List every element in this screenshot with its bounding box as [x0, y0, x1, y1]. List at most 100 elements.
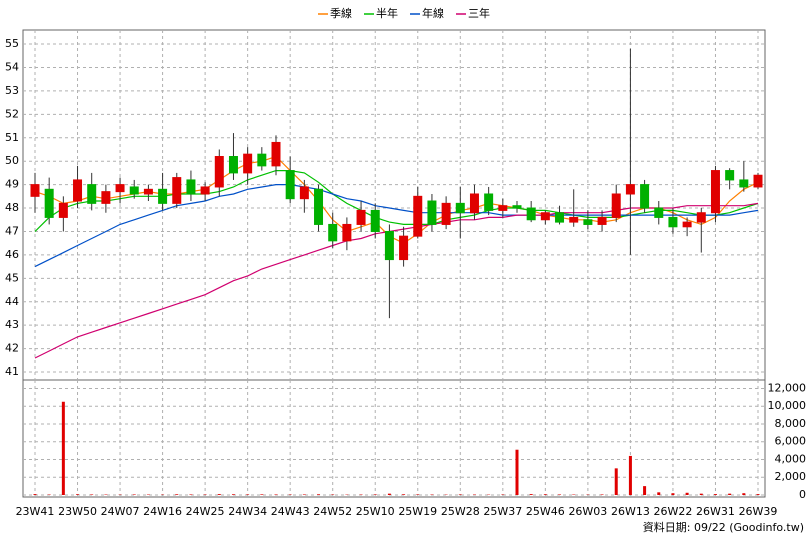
y-tick-label: 51: [5, 131, 19, 144]
volume-bar: [600, 494, 604, 495]
x-tick-label: 24W43: [271, 505, 310, 518]
x-tick-label: 23W41: [16, 505, 55, 518]
candle-body: [455, 202, 465, 214]
x-tick-label: 24W52: [313, 505, 352, 518]
candle-body: [540, 212, 550, 221]
volume-bar: [614, 468, 618, 495]
volume-bar: [175, 494, 179, 495]
candle-body: [271, 141, 281, 167]
volume-bar: [713, 494, 717, 495]
ma-line: [34, 170, 759, 232]
y2-tick-label: 6,000: [775, 435, 807, 448]
y2-tick-label: 2,000: [775, 470, 807, 483]
y-tick-label: 48: [5, 201, 19, 214]
volume-bar: [260, 494, 264, 495]
volume-bar: [373, 494, 377, 495]
candle-body: [44, 188, 54, 218]
volume-bar: [558, 494, 562, 495]
y-tick-label: 46: [5, 248, 19, 261]
x-tick-label: 24W16: [143, 505, 182, 518]
volume-bar: [416, 494, 420, 495]
candle-body: [611, 193, 621, 218]
ma-line: [34, 155, 759, 244]
volume-bar: [246, 494, 250, 495]
volume-bar: [302, 494, 306, 495]
volume-bar: [132, 494, 136, 495]
y-tick-label: 50: [5, 154, 19, 167]
y2-tick-label: 4,000: [775, 452, 807, 465]
candle-body: [682, 221, 692, 228]
candle-body: [469, 193, 479, 214]
candle-body: [200, 186, 210, 195]
candle-body: [654, 207, 664, 218]
candle-body: [30, 184, 40, 197]
price-panel: [22, 29, 766, 381]
candle-body: [512, 205, 522, 209]
volume-bar: [402, 494, 406, 495]
legend-label: 半年: [376, 6, 398, 20]
candle-body: [625, 184, 635, 195]
candle-body: [186, 179, 196, 195]
x-tick-label: 25W28: [441, 505, 480, 518]
candle-body: [484, 193, 494, 211]
volume-bar: [317, 494, 321, 495]
y-tick-label: 49: [5, 178, 19, 191]
candle-body: [753, 174, 763, 188]
volume-bar: [387, 493, 391, 495]
volume-bar: [458, 494, 462, 495]
x-tick-label: 25W10: [356, 505, 395, 518]
y-tick-label: 43: [5, 318, 19, 331]
volume-bar: [657, 492, 661, 495]
candle-body: [172, 177, 182, 204]
y-tick-label: 45: [5, 271, 19, 284]
candle-body: [87, 184, 97, 204]
x-tick-label: 26W13: [611, 505, 650, 518]
legend-label: 季線: [330, 6, 352, 20]
volume-bar: [189, 494, 193, 495]
y-tick-label: 47: [5, 224, 19, 237]
x-tick-label: 26W31: [696, 505, 735, 518]
candle-body: [441, 202, 451, 225]
x-tick-label: 26W39: [739, 505, 778, 518]
candle-body: [58, 202, 68, 218]
candle-body: [640, 184, 650, 209]
candle-body: [328, 223, 338, 242]
x-tick-label: 25W19: [398, 505, 437, 518]
volume-bar: [728, 493, 732, 495]
candle-body: [257, 153, 267, 167]
volume-bar: [33, 494, 37, 495]
y-tick-label: 55: [5, 37, 19, 50]
y-tick-label: 44: [5, 295, 19, 308]
volume-bar: [515, 449, 519, 495]
x-tick-label: 26W03: [568, 505, 607, 518]
volume-bar: [529, 494, 533, 495]
candle-body: [342, 223, 352, 242]
candle-body: [413, 195, 423, 237]
candle-body: [115, 184, 125, 193]
candle-body: [73, 179, 83, 202]
candle-body: [384, 230, 394, 261]
legend-label: 三年: [468, 6, 490, 20]
y-tick-label: 53: [5, 84, 19, 97]
candle-body: [569, 216, 579, 223]
volume-bar: [61, 401, 65, 495]
volume-bar: [217, 494, 221, 495]
candle-body: [555, 212, 565, 223]
candle-body: [498, 205, 508, 211]
y2-tick-label: 10,000: [768, 399, 807, 412]
volume-bar: [742, 493, 746, 495]
volume-bar: [274, 494, 278, 495]
candle-body: [243, 153, 253, 174]
y-tick-label: 42: [5, 342, 19, 355]
candle-body: [214, 156, 224, 188]
y2-tick-label: 8,000: [775, 417, 807, 430]
volume-bar: [756, 494, 760, 495]
ma-line: [34, 184, 759, 268]
candle-body: [710, 170, 720, 214]
candle-body: [399, 235, 409, 261]
volume-bar: [628, 455, 632, 495]
volume-bar: [643, 486, 647, 495]
legend-label: 年線: [422, 6, 444, 20]
x-tick-label: 25W37: [483, 505, 522, 518]
candle-body: [356, 209, 366, 225]
